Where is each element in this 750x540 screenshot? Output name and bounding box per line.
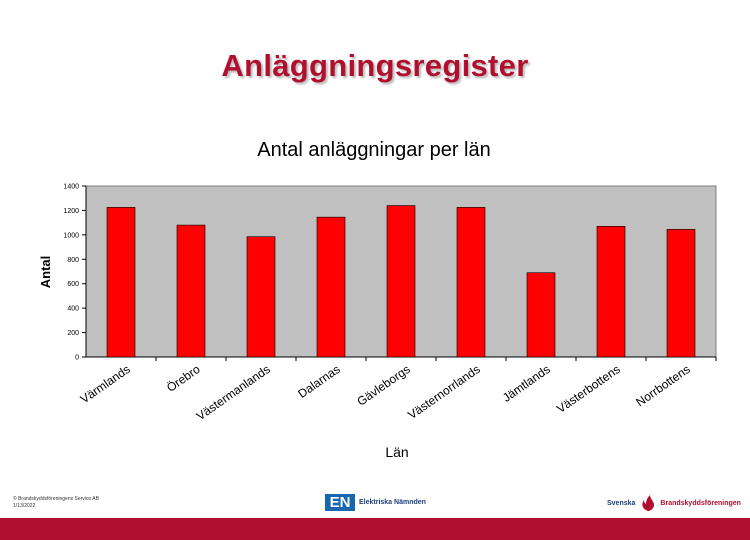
bar-3 [316, 216, 346, 358]
slide-title: Anläggningsregister [221, 48, 529, 83]
x-tick-label: Norrbottens [633, 362, 692, 409]
x-tick-label: Örebro [164, 362, 203, 395]
bars [106, 205, 696, 358]
x-tick-label: Jämtlands [500, 362, 553, 405]
chart-title: Antal anläggningar per län [257, 139, 491, 161]
bar-5 [456, 207, 486, 358]
bar-chart: Antal anläggningar per län 0 200 400 600 800… [38, 139, 717, 460]
bar-8 [666, 229, 696, 358]
sbf-logo-left: Svenska [607, 499, 636, 507]
x-tick-label: Dalarnas [295, 362, 342, 401]
copyright-text: © Brandskyddsföreningens Service AB [13, 496, 99, 502]
y-tick-label: 1000 [63, 232, 79, 239]
x-tick-label: Västerbottens [554, 362, 623, 416]
elektriska-namnden-logo: EN Elektriska Nämnden [325, 494, 426, 511]
en-logo-mark: EN [325, 494, 355, 511]
bar-2 [246, 236, 276, 358]
footer-date: 1/13/2022 [13, 503, 36, 509]
x-tick-label: Västernorrlands [405, 362, 482, 422]
bar-6 [526, 272, 556, 358]
y-tick-label: 1200 [63, 208, 79, 215]
bar-7 [596, 226, 626, 358]
flame-icon [642, 495, 655, 511]
x-tick-label: Värmlands [78, 362, 133, 406]
footer-copyright: © Brandskyddsföreningens Service AB 1/13… [13, 496, 99, 510]
y-axis-ticks: 0 200 400 600 800 1000 1200 1400 [63, 184, 86, 362]
y-tick-label: 600 [67, 281, 79, 288]
bar-1 [176, 224, 206, 358]
x-tick-label: Västermanlands [194, 362, 273, 423]
y-tick-label: 400 [67, 306, 79, 313]
y-axis-label: Antal [38, 256, 53, 289]
en-logo-text: Elektriska Nämnden [359, 499, 426, 506]
y-tick-label: 200 [67, 330, 79, 337]
y-tick-label: 0 [75, 355, 79, 362]
bar-0 [106, 207, 136, 358]
bar-4 [386, 205, 416, 358]
sbf-logo-right: Brandskyddsföreningen [660, 499, 741, 507]
x-axis-label: Län [385, 444, 408, 460]
bottom-bar [0, 518, 750, 540]
y-tick-label: 800 [67, 257, 79, 264]
y-tick-label: 1400 [63, 184, 79, 191]
brandskyddsforeningen-logo: Svenska Brandskyddsföreningen [607, 494, 741, 512]
x-tick-label: Gävleborgs [354, 362, 412, 409]
